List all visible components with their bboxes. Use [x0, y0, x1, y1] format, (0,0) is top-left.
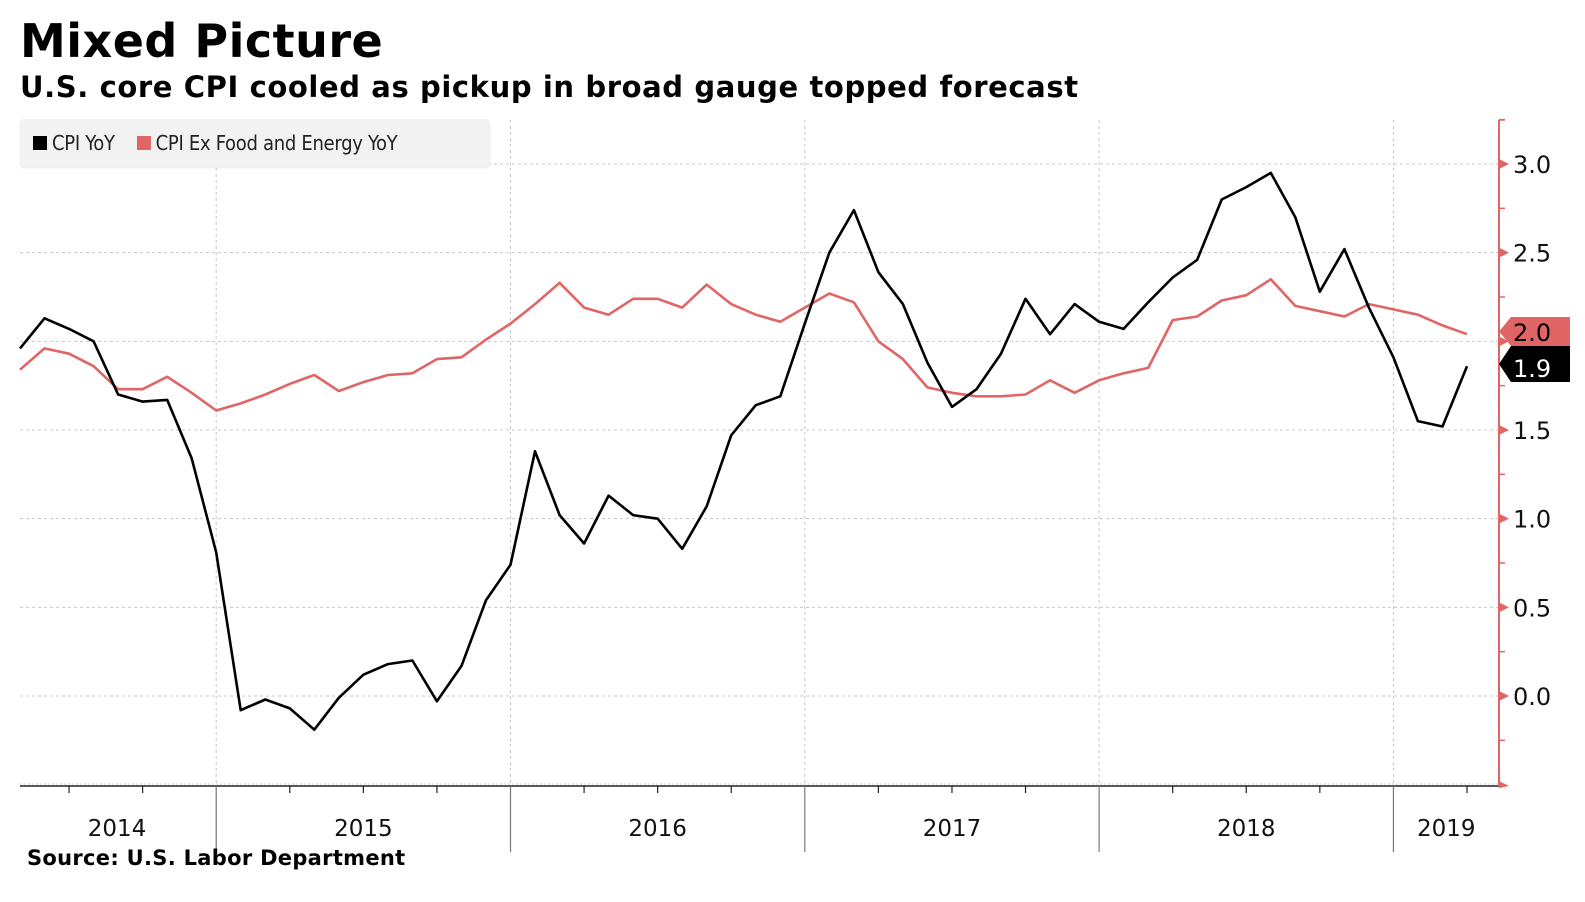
last-value-cpi-box — [1499, 346, 1570, 382]
y-tick-label: 0.5 — [1513, 594, 1551, 622]
y-tick-label: 0.0 — [1513, 683, 1551, 711]
y-bottom-tick — [1499, 781, 1509, 788]
y-major-tick — [1499, 691, 1509, 701]
last-value-cpi: 1.9 — [1499, 346, 1570, 383]
series-line-core-cpi — [19, 277, 1468, 412]
y-tick-label: 1.0 — [1513, 506, 1551, 534]
x-tick-label: 2016 — [628, 816, 687, 842]
gridlines — [20, 120, 1499, 786]
y-major-tick — [1499, 159, 1509, 169]
series-line-cpi — [18, 171, 1469, 732]
legend-swatch-core-cpi — [136, 135, 151, 150]
legend-item-core-cpi[interactable]: CPI Ex Food and Energy YoY — [136, 130, 398, 155]
legend-label-core-cpi: CPI Ex Food and Energy YoY — [155, 130, 398, 155]
legend-swatch-cpi — [33, 135, 47, 150]
y-tick-label: 1.5 — [1513, 417, 1551, 445]
last-value-core-cpi-text: 2.0 — [1513, 319, 1551, 347]
x-tick-label: 2014 — [88, 816, 147, 842]
x-tick-label: 2017 — [923, 816, 982, 842]
last-value-core-cpi-box — [1499, 317, 1570, 346]
series-lines — [18, 171, 1469, 732]
x-tick-label: 2015 — [334, 816, 393, 842]
last-value-labels: 2.01.9 — [1499, 317, 1570, 383]
legend-label-cpi: CPI YoY — [52, 130, 115, 155]
y-major-tick — [1499, 602, 1509, 613]
y-major-tick — [1499, 336, 1509, 347]
y-axis: 0.0 0.5 1.0 1.5 2.0 2.5 3.0 — [1498, 118, 1551, 788]
last-value-cpi-text: 1.9 — [1513, 355, 1551, 383]
chart-subtitle: U.S. core CPI cooled as pickup in broad … — [20, 70, 1079, 104]
legend-item-cpi[interactable]: CPI YoY — [33, 131, 115, 155]
y-major-tick — [1499, 425, 1509, 435]
y-major-tick — [1499, 513, 1509, 524]
legend: CPI YoY CPI Ex Food and Energy YoY — [20, 119, 490, 166]
chart-title: Mixed Picture — [20, 14, 384, 68]
y-tick-label: 2.5 — [1513, 240, 1551, 268]
y-tick-label: 3.0 — [1513, 151, 1551, 179]
x-axis: 2014 2015 2016 2017 2018 2019 — [20, 785, 1499, 852]
x-tick-label: 2019 — [1417, 816, 1476, 842]
x-tick-label: 2018 — [1217, 816, 1276, 842]
y-major-tick — [1499, 247, 1509, 258]
last-value-core-cpi: 2.0 — [1499, 317, 1570, 347]
source-note: Source: U.S. Labor Department — [27, 846, 406, 870]
